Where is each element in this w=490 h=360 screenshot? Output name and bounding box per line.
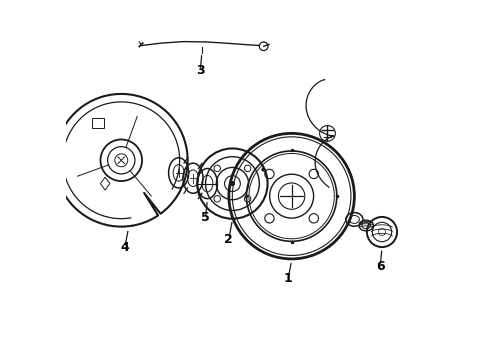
Text: 5: 5 [201, 211, 210, 224]
Text: 6: 6 [376, 260, 385, 273]
Bar [92, 118, 104, 128]
Text: 3: 3 [196, 64, 204, 77]
Text: 4: 4 [121, 240, 129, 253]
Text: 2: 2 [224, 233, 233, 246]
Circle shape [230, 181, 235, 186]
Text: 1: 1 [284, 272, 293, 285]
